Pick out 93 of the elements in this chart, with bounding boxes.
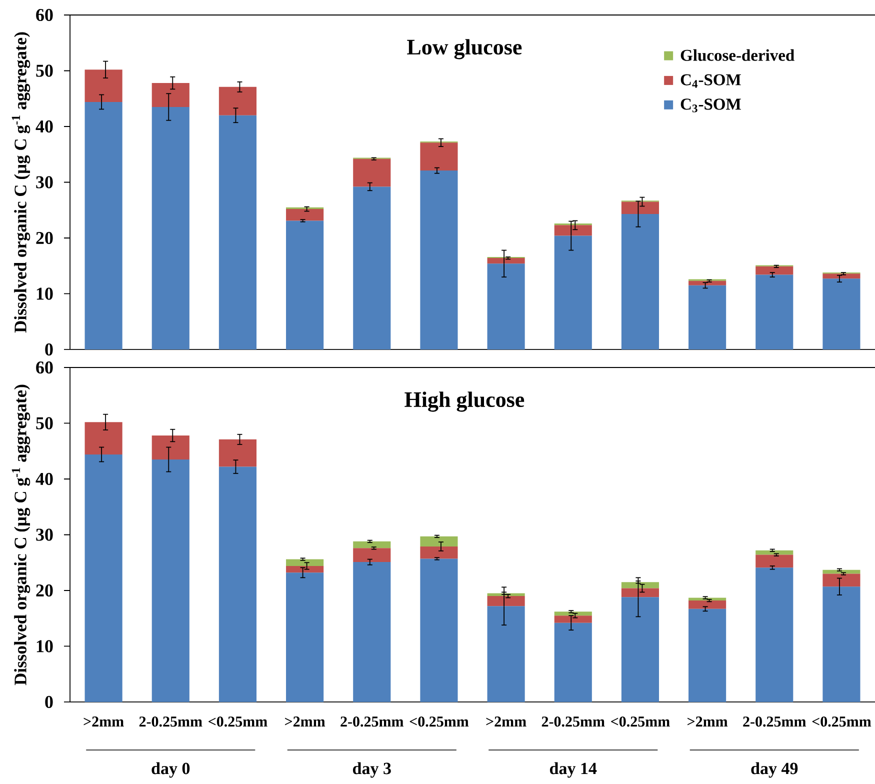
bar (822, 274, 860, 279)
bar (420, 558, 458, 702)
bar (152, 459, 190, 702)
legend-label: Glucose-derived (680, 49, 794, 61)
bar (822, 574, 860, 587)
bar (621, 588, 659, 598)
bar (218, 86, 256, 116)
bar (286, 559, 324, 566)
y-tick-label: 10 (36, 640, 53, 652)
bar (554, 616, 592, 623)
bar (554, 236, 592, 350)
text: day 3 (352, 762, 391, 778)
bar (286, 220, 324, 350)
bar (688, 285, 726, 350)
bar (688, 600, 726, 609)
y-tick-label: 40 (36, 472, 53, 486)
bar (487, 258, 525, 264)
y-tick-label: 10 (36, 288, 53, 300)
x-tick-label: <0.25mm (611, 716, 670, 727)
bar (621, 597, 659, 702)
text: day 0 (152, 762, 190, 778)
bar (621, 202, 659, 214)
x-tick-label: 2-0.25mm (340, 716, 404, 727)
bar (353, 548, 391, 562)
bar (822, 586, 860, 702)
y-tick-label: 30 (36, 176, 53, 188)
bar (822, 570, 860, 574)
bar (353, 158, 391, 187)
bar (218, 115, 256, 350)
bar (554, 622, 592, 702)
bar (756, 274, 794, 350)
text: High glucose (404, 392, 524, 412)
y-tick-label: 60 (36, 361, 53, 374)
x-tick-label: >2mm (486, 716, 526, 726)
x-tick-label: 2-0.25mm (542, 716, 605, 727)
bar (218, 439, 256, 467)
bar (420, 536, 458, 546)
y-axis-title: Dissolved organic C (µg C g$^{-1}$ aggregate) (12, 32, 30, 333)
bar (688, 280, 726, 286)
x-tick-label: >2mm (84, 716, 124, 726)
y-tick-label: 60 (36, 8, 53, 22)
x-tick-label: 2-0.25mm (743, 716, 806, 727)
bar (756, 550, 794, 555)
bar (84, 454, 122, 702)
bar (353, 541, 391, 548)
legend-label: C$_{4}$-SOM (680, 74, 741, 88)
y-axis-title: Dissolved organic C (µg C g$^{-1}$ aggregate) (12, 384, 30, 686)
bar (621, 582, 659, 588)
y-tick-label: 50 (36, 417, 53, 430)
bar (756, 266, 794, 275)
bar (84, 422, 122, 454)
bar (84, 70, 122, 102)
bar (487, 264, 525, 350)
y-tick-label: 50 (36, 64, 53, 77)
bar (286, 572, 324, 702)
bar (688, 608, 726, 702)
bar (353, 562, 391, 702)
bar (152, 83, 190, 107)
y-tick-label: 30 (36, 528, 53, 541)
legend-label: C$_{3}$-SOM (680, 98, 741, 112)
y-tick-label: 0 (45, 343, 53, 356)
bar (621, 214, 659, 350)
bar (688, 598, 726, 601)
bar (286, 566, 324, 573)
x-tick-label: >2mm (688, 716, 728, 726)
bar (84, 102, 122, 350)
bar (420, 170, 458, 350)
x-tick-label: <0.25mm (208, 716, 268, 727)
text: day 49 (751, 762, 798, 778)
text: day 14 (550, 762, 597, 778)
bar (756, 568, 794, 702)
y-tick-label: 20 (36, 584, 53, 597)
y-tick-label: 40 (36, 120, 53, 133)
bar (822, 278, 860, 350)
bar (218, 466, 256, 702)
x-tick-label: <0.25mm (812, 716, 872, 727)
text: Low glucose (407, 39, 522, 60)
bar (286, 209, 324, 221)
x-tick-label: 2-0.25mm (139, 716, 202, 727)
x-tick-label: >2mm (285, 716, 326, 726)
bar (756, 554, 794, 568)
bar (554, 225, 592, 236)
bar (554, 612, 592, 616)
x-tick-label: <0.25mm (410, 716, 469, 727)
bar (420, 142, 458, 171)
bar (487, 606, 525, 702)
y-tick-label: 20 (36, 232, 53, 244)
bar (152, 106, 190, 350)
bar (420, 546, 458, 559)
bar (353, 186, 391, 350)
bar (487, 596, 525, 606)
y-tick-label: 0 (45, 696, 53, 708)
bar (152, 436, 190, 460)
